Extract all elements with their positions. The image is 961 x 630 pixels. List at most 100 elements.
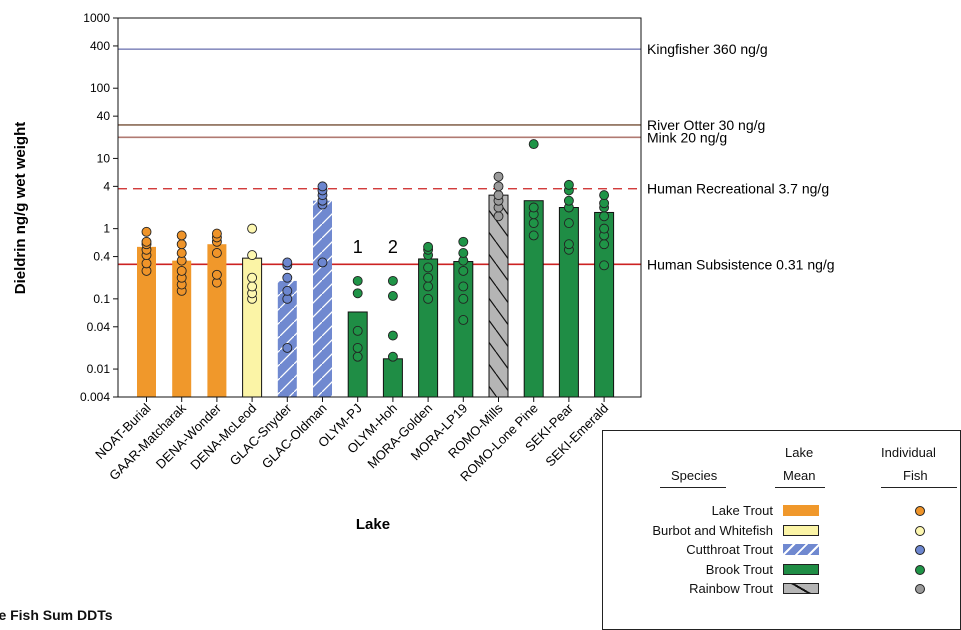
fish-point	[387, 330, 398, 341]
legend-fish-dot	[915, 584, 925, 594]
fish-point	[247, 272, 258, 283]
fish-point	[211, 228, 222, 239]
bar	[523, 200, 544, 398]
fish-point	[282, 342, 293, 353]
x-axis-label: Lake	[356, 516, 390, 533]
legend-species-label: Brook Trout	[705, 561, 773, 577]
fish-point	[352, 275, 363, 286]
y-tick-label: 0.004	[80, 390, 110, 404]
fish-point	[528, 202, 539, 213]
legend-mean-swatch	[783, 583, 819, 594]
fish-point	[599, 211, 610, 222]
reference-labels: Kingfisher 360 ng/g River Otter 30 ng/gMi…	[647, 41, 835, 272]
fish-point	[387, 275, 398, 286]
bar-annotation: 1	[353, 237, 363, 257]
legend-rule-species	[660, 487, 726, 488]
y-tick-label: 0.04	[87, 320, 111, 334]
fish-point	[599, 223, 610, 234]
bar	[137, 246, 156, 397]
legend-fish-dot	[915, 525, 925, 536]
fish-point	[493, 211, 504, 222]
fish-point	[493, 181, 504, 192]
y-tick-label: 100	[90, 81, 110, 95]
fish-point	[247, 281, 258, 292]
y-tick-label: 1000	[83, 11, 110, 25]
fish-point	[211, 248, 222, 258]
bar	[382, 358, 403, 398]
x-tick-label: SEKI-Emerald	[542, 401, 611, 470]
fish-point	[282, 272, 293, 283]
legend-rule-fish	[881, 487, 957, 488]
legend-species-label: Cutthroat Trout	[686, 542, 773, 557]
fish-point	[458, 315, 469, 325]
legend-species-label: Burbot and Whitefish	[652, 522, 773, 538]
fish-point	[599, 190, 610, 201]
legend-mean-swatch	[783, 544, 819, 555]
legend-species-label: Rainbow Trout	[689, 581, 773, 596]
fish-point	[458, 236, 469, 247]
legend-header-individual: Individual	[881, 445, 936, 460]
reference-line-label: Kingfisher 360 ng/g	[647, 41, 768, 57]
fish-point	[176, 239, 187, 250]
y-tick-label: 0.4	[93, 250, 110, 264]
fish-point	[528, 218, 539, 229]
fish-point	[352, 351, 363, 362]
fish-point	[563, 239, 574, 250]
fish-point	[563, 195, 574, 206]
y-axis-label: Dieldrin ng/g wet weight	[12, 122, 29, 295]
fish-point	[423, 293, 434, 304]
fish-point	[317, 181, 328, 192]
legend-fish-dot	[915, 506, 925, 516]
legend-fish-dot	[915, 545, 925, 555]
legend-rule-mean	[775, 487, 825, 488]
y-tick-label: 1	[103, 222, 110, 236]
bar	[558, 207, 579, 398]
reference-line-label: River Otter 30 ng/g	[647, 117, 765, 133]
y-tick-label: 40	[97, 109, 111, 123]
fish-point	[247, 250, 258, 261]
fish-point	[282, 257, 293, 268]
fish-point	[176, 230, 187, 241]
x-axis: NOAT-BurialGAAR-MatcharakDENA-WonderDENA…	[92, 397, 611, 484]
y-tick-label: 0.01	[87, 362, 111, 376]
fish-point	[141, 258, 152, 269]
fish-point	[317, 257, 328, 268]
reference-line-label: Human Subsistence 0.31 ng/g	[647, 256, 835, 272]
fish-point	[352, 288, 363, 299]
bar-annotation: 2	[388, 237, 398, 257]
legend-header-mean: Mean	[783, 468, 816, 483]
y-tick-label: 0.1	[93, 292, 110, 306]
plot-frame	[117, 17, 642, 398]
fish-point	[423, 272, 434, 283]
fish-point	[493, 190, 504, 201]
fish-point	[387, 351, 398, 362]
fish-point	[247, 223, 258, 234]
legend-header-fish: Fish	[903, 468, 928, 483]
fish-point	[423, 281, 434, 292]
fish-point	[176, 248, 187, 258]
fish-point	[176, 265, 187, 276]
fish-point	[211, 269, 222, 280]
fish-point	[141, 236, 152, 247]
bar	[207, 244, 227, 397]
fish-point	[458, 248, 469, 258]
y-tick-label: 400	[90, 39, 110, 53]
y-tick-label: 10	[97, 151, 111, 165]
fish-point	[458, 293, 469, 304]
reference-line-label: Mink 20 ng/g	[647, 129, 727, 145]
fish-point	[599, 260, 610, 271]
fish-point	[599, 198, 610, 209]
y-axis: 0.004 0.01 0.04 0.1 0.4 1 4 10 40 100 400 1000	[80, 11, 118, 404]
fish-point	[528, 230, 539, 241]
individual-fish-points	[141, 139, 610, 362]
fish-point	[458, 265, 469, 276]
bar	[277, 280, 297, 397]
bar	[172, 260, 192, 397]
reference-lines	[118, 48, 641, 266]
legend-header-lake: Lake	[785, 445, 814, 460]
legend-mean-swatch	[783, 505, 819, 516]
fish-point	[563, 218, 574, 229]
fish-point	[387, 290, 398, 301]
fish-point	[423, 241, 434, 252]
fish-point	[352, 325, 363, 336]
